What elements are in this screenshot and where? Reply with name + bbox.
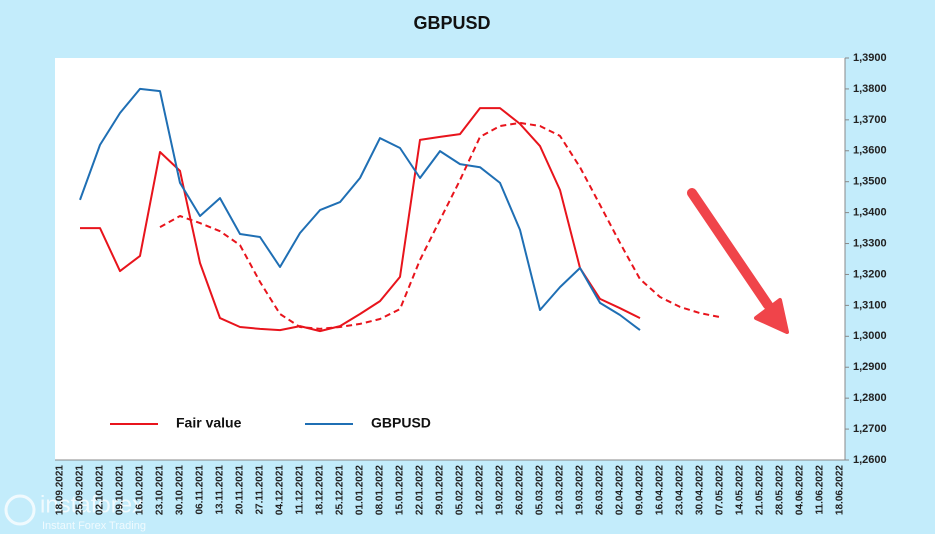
x-tick-label: 07.05.2022 xyxy=(715,465,726,515)
y-tick-label: 1,3800 xyxy=(853,83,887,95)
chart-title: GBPUSD xyxy=(413,13,490,33)
y-tick-label: 1,2700 xyxy=(853,423,887,435)
x-tick-label: 16.04.2022 xyxy=(655,465,666,515)
x-tick-label: 27.11.2021 xyxy=(255,465,266,515)
x-tick-label: 06.11.2021 xyxy=(195,465,206,515)
x-tick-label: 05.02.2022 xyxy=(455,465,466,515)
x-tick-label: 20.11.2021 xyxy=(235,465,246,515)
x-tick-label: 18.12.2021 xyxy=(315,465,326,515)
x-tick-label: 02.10.2021 xyxy=(95,465,106,515)
x-tick-label: 09.10.2021 xyxy=(115,465,126,515)
y-tick-label: 1,3600 xyxy=(853,145,887,157)
y-tick-label: 1,3900 xyxy=(853,52,887,64)
y-tick-label: 1,3700 xyxy=(853,114,887,126)
x-tick-label: 05.03.2022 xyxy=(535,465,546,515)
x-tick-label: 11.12.2021 xyxy=(295,465,306,515)
x-tick-label: 23.04.2022 xyxy=(675,465,686,515)
x-tick-label: 21.05.2022 xyxy=(755,465,766,515)
x-tick-label: 19.02.2022 xyxy=(495,465,506,515)
x-tick-label: 23.10.2021 xyxy=(155,465,166,515)
legend-label: Fair value xyxy=(176,415,242,431)
x-tick-label: 30.04.2022 xyxy=(695,465,706,515)
x-tick-label: 12.03.2022 xyxy=(555,465,566,515)
x-tick-label: 04.06.2022 xyxy=(795,465,806,515)
y-tick-label: 1,3100 xyxy=(853,299,887,311)
line-series xyxy=(159,121,721,330)
y-tick-label: 1,3300 xyxy=(853,237,887,249)
x-tick-label: 02.04.2022 xyxy=(615,465,626,515)
x-tick-label: 18.06.2022 xyxy=(835,465,846,515)
x-tick-label: 26.03.2022 xyxy=(595,465,606,515)
y-tick-label: 1,3200 xyxy=(853,268,887,280)
logo: instaforex Instant Forex Trading xyxy=(4,491,146,532)
x-tick-label: 18.09.2021 xyxy=(55,465,66,515)
plot-area xyxy=(55,58,845,460)
y-tick-label: 1,3400 xyxy=(853,207,887,219)
x-tick-label: 22.01.2022 xyxy=(415,465,426,515)
x-tick-label: 08.01.2022 xyxy=(375,465,386,515)
logo-brand: instaforex xyxy=(40,491,144,518)
x-tick-label: 14.05.2022 xyxy=(735,465,746,515)
x-tick-label: 12.02.2022 xyxy=(475,465,486,515)
x-tick-label: 19.03.2022 xyxy=(575,465,586,515)
line-series xyxy=(79,87,641,331)
x-tick-label: 13.11.2021 xyxy=(215,465,226,515)
x-tick-label: 30.10.2021 xyxy=(175,465,186,515)
x-tick-label: 26.02.2022 xyxy=(515,465,526,515)
x-tick-label: 28.05.2022 xyxy=(775,465,786,515)
x-tick-label: 09.04.2022 xyxy=(635,465,646,515)
x-tick-label: 25.12.2021 xyxy=(335,465,346,515)
x-tick-label: 04.12.2021 xyxy=(275,465,286,515)
y-tick-label: 1,3500 xyxy=(853,176,887,188)
y-tick-label: 1,2600 xyxy=(853,454,887,466)
y-tick-label: 1,3000 xyxy=(853,330,887,342)
logo-tagline: Instant Forex Trading xyxy=(42,520,146,532)
x-tick-label: 11.06.2022 xyxy=(815,465,826,515)
x-tick-label: 15.01.2022 xyxy=(395,465,406,515)
x-tick-label: 29.01.2022 xyxy=(435,465,446,515)
y-tick-label: 1,2800 xyxy=(853,392,887,404)
arrow xyxy=(687,188,789,334)
x-tick-label: 25.09.2021 xyxy=(75,465,86,515)
line-series xyxy=(80,107,641,333)
x-tick-label: 16.10.2021 xyxy=(135,465,146,515)
y-tick-label: 1,2900 xyxy=(853,361,887,373)
legend-label: GBPUSD xyxy=(371,415,431,431)
x-tick-label: 01.01.2022 xyxy=(355,465,366,515)
